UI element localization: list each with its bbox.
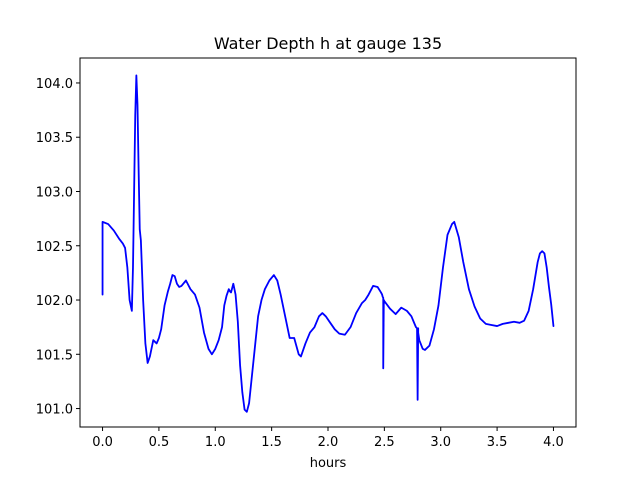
series-line-0 [101,74,555,413]
x-axis-label: hours [310,456,347,471]
series-layer [101,74,555,413]
x-tick-label: 3.0 [430,435,451,450]
y-axis-ticks: 101.0 101.5 102.0 102.5 103.0 103.5 104.0 [36,77,80,418]
y-tick-label: 102.0 [36,294,73,309]
y-tick-label: 104.0 [36,77,73,92]
y-tick-label: 102.5 [36,240,73,255]
x-tick-label: 0.5 [149,435,170,450]
y-tick-label: 101.5 [36,348,73,363]
y-tick-label: 103.5 [36,131,73,146]
y-tick-label: 101.0 [36,403,73,418]
x-tick-label: 1.5 [261,435,282,450]
x-tick-label: 1.0 [205,435,226,450]
x-tick-label: 2.0 [318,435,339,450]
x-tick-label: 0.0 [92,435,113,450]
x-tick-label: 2.5 [374,435,395,450]
x-tick-label: 3.5 [487,435,508,450]
y-tick-label: 103.0 [36,185,73,200]
chart-title: Water Depth h at gauge 135 [214,34,442,53]
x-tick-label: 4.0 [543,435,564,450]
x-axis-ticks: 0.0 0.5 1.0 1.5 2.0 2.5 3.0 3.5 4.0 [92,427,564,450]
